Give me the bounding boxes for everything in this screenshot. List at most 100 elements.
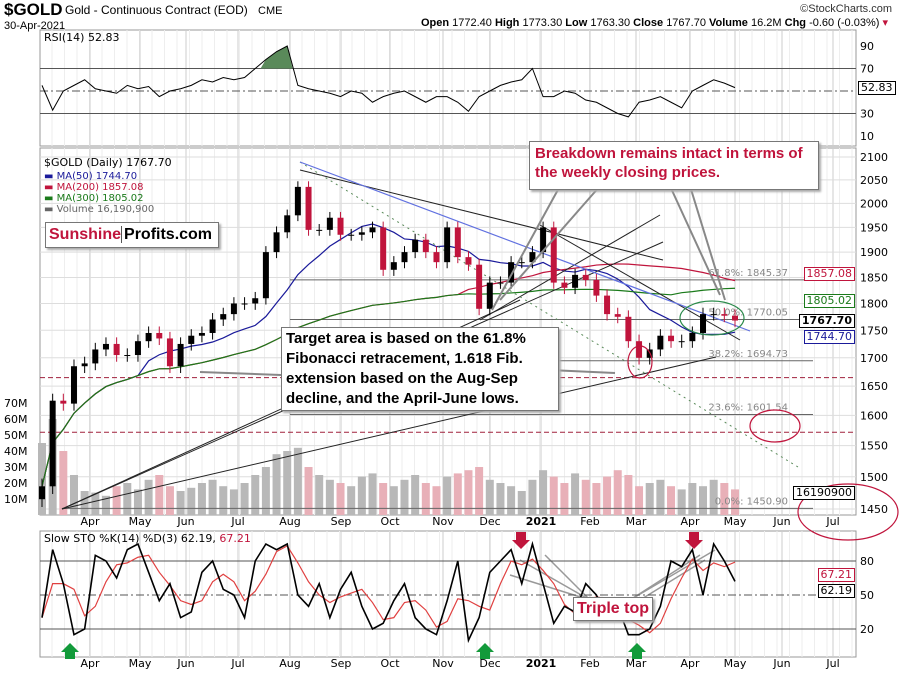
- callout-pointer: [629, 549, 716, 601]
- price-tick-label: 1750: [860, 324, 888, 337]
- candle-body: [593, 280, 600, 296]
- month-label-bottom: Apr: [80, 657, 100, 670]
- volume-bar: [613, 470, 622, 515]
- price-value-tag: 16190900: [793, 485, 855, 500]
- candle-body: [134, 341, 141, 356]
- quote-key: Chg: [784, 17, 810, 29]
- volume-bar: [667, 486, 676, 515]
- ma300-line: [41, 287, 736, 487]
- candle-body: [124, 355, 131, 357]
- price-tick-label: 1650: [860, 380, 888, 393]
- volume-bar: [336, 483, 345, 515]
- volume-bar: [69, 475, 78, 515]
- month-label-top: Feb: [580, 515, 599, 528]
- exchange: CME: [258, 5, 283, 17]
- month-label-bottom: Mar: [626, 657, 647, 670]
- volume-bar: [475, 467, 484, 515]
- month-label-top: 2021: [526, 515, 557, 528]
- volume-bar: [635, 486, 644, 515]
- candle-body: [689, 332, 696, 342]
- volume-bar: [688, 483, 697, 515]
- volume-bar: [709, 479, 718, 515]
- candle-body: [316, 229, 323, 231]
- volume-bar: [517, 491, 526, 515]
- candle-body: [92, 349, 99, 364]
- candle-body: [294, 186, 301, 216]
- logo-part1: Sunshine: [49, 226, 122, 243]
- candle-body: [710, 314, 717, 316]
- sto-label: Slow STO %K(14) %D(3) 62.19,: [44, 532, 216, 545]
- fib-label: 38.2%: 1694.73: [708, 349, 788, 360]
- volume-bar: [699, 486, 708, 515]
- volume-bar: [389, 486, 398, 515]
- month-label-bottom: Aug: [279, 657, 300, 670]
- quote-value: 1773.30: [522, 17, 566, 29]
- dotted-trend-line: [299, 161, 799, 468]
- month-label-bottom: Nov: [432, 657, 454, 670]
- callout-pointer: [491, 185, 561, 311]
- price-tick-label: 1900: [860, 246, 888, 259]
- sto-d-value: 67.21: [219, 532, 251, 545]
- rsi-tick-label: 70: [860, 63, 874, 76]
- volume-bar: [603, 476, 612, 515]
- volume-bar: [155, 475, 164, 515]
- candle-body: [508, 262, 515, 283]
- volume-tick-label: 70M: [4, 397, 28, 410]
- arrow-down-icon: [512, 532, 530, 549]
- month-label-bottom: Oct: [380, 657, 400, 670]
- volume-bar: [59, 451, 68, 515]
- volume-bar: [624, 475, 633, 515]
- price-value-tag: 1767.70: [798, 313, 855, 328]
- volume-bar: [592, 483, 601, 515]
- volume-bar: [187, 487, 196, 515]
- callout-pointer: [639, 559, 706, 601]
- volume-bar: [251, 475, 260, 515]
- callout-pointer: [669, 185, 721, 296]
- month-label-top: Nov: [432, 515, 454, 528]
- rsi-tick-label: 90: [860, 40, 874, 53]
- legend-entry: ▬ Volume 16,190,900: [44, 204, 155, 215]
- candle-body: [518, 262, 525, 264]
- candle-body: [668, 335, 675, 342]
- annotation-ellipse: [627, 345, 653, 379]
- month-label-bottom: Jun: [176, 657, 194, 670]
- rsi-line: [41, 45, 736, 118]
- quote-key: Low: [565, 17, 591, 29]
- month-label-bottom: Jul: [825, 657, 839, 670]
- trend-line: [61, 356, 717, 510]
- candle-body: [177, 343, 184, 367]
- candle-body: [454, 227, 461, 258]
- volume-bar: [400, 479, 409, 515]
- candle-body: [188, 335, 195, 344]
- arrow-up-icon: [61, 643, 79, 659]
- volume-bar: [219, 486, 228, 515]
- sunshine-profits-logo: Sunshine Profits.com: [45, 222, 219, 248]
- volume-bar: [453, 473, 462, 515]
- month-label-top: Jul: [230, 515, 244, 528]
- month-label-bottom: Dec: [479, 657, 500, 670]
- candle-body: [390, 262, 397, 270]
- quote-bar: Open 1772.40 High 1773.30 Low 1763.30 Cl…: [421, 17, 888, 29]
- price-tick-label: 1700: [860, 352, 888, 365]
- sto-legend: Slow STO %K(14) %D(3) 62.19, 67.21: [44, 533, 251, 545]
- rsi-value-tag: 52.83: [858, 80, 896, 95]
- sto-panel: [39, 530, 857, 658]
- price-tick-label: 2000: [860, 197, 888, 210]
- legend-entry: ▬ MA(300) 1805.02: [44, 193, 144, 204]
- trend-line: [539, 224, 741, 341]
- instrument-name: Gold - Continuous Contract (EOD): [65, 3, 248, 17]
- candle-body: [209, 319, 216, 333]
- ma-legend: ▬ MA(50) 1744.70 ▬ MA(200) 1857.08 ▬ MA(30…: [44, 171, 154, 215]
- target-area-annotation: Target area is based on the 61.8% Fibona…: [281, 327, 559, 411]
- sto-value-tag: 62.19: [817, 584, 855, 599]
- volume-bar: [496, 483, 505, 515]
- candle-body: [550, 227, 557, 283]
- candle-body: [102, 343, 109, 350]
- candle-body: [732, 315, 738, 321]
- candle-body: [657, 335, 664, 350]
- copyright: ©StockCharts.com: [800, 3, 892, 15]
- candle-body: [156, 332, 163, 339]
- price-tick-label: 2050: [860, 174, 888, 187]
- rsi-overbought-fill: [260, 46, 293, 69]
- candle-body: [369, 227, 376, 233]
